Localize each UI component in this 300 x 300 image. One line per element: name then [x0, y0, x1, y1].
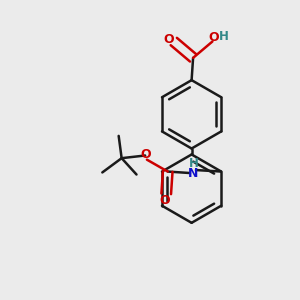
Text: N: N [188, 167, 198, 180]
Text: O: O [163, 33, 174, 46]
Text: O: O [159, 194, 170, 207]
Text: O: O [140, 148, 151, 161]
Text: H: H [219, 30, 229, 43]
Text: O: O [208, 32, 219, 44]
Text: H: H [189, 157, 199, 170]
